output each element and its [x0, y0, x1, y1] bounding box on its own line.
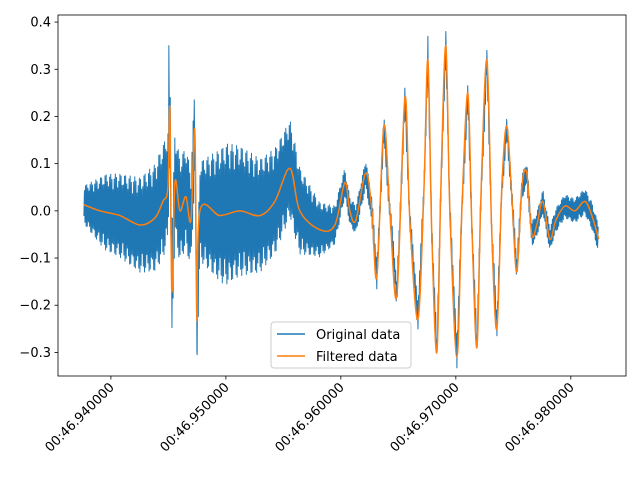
y-tick-label: 0.1	[30, 157, 51, 172]
legend: Original data Filtered data	[270, 321, 412, 369]
legend-box	[270, 321, 412, 369]
legend-label-original: Original data	[316, 328, 400, 343]
y-tick-label: 0.4	[30, 16, 51, 31]
y-tick-label: 0.0	[30, 204, 51, 219]
y-tick-label: 0.3	[30, 63, 51, 78]
series-filtered-data-line	[83, 44, 600, 358]
legend-label-filtered: Filtered data	[316, 350, 398, 365]
axes-frame	[57, 14, 627, 377]
plot-area	[83, 31, 600, 369]
y-tick-label: 0.2	[30, 110, 51, 125]
y-tick-label: −0.1	[19, 252, 51, 267]
y-tick-label: −0.3	[19, 346, 51, 361]
y-tick-label: −0.2	[19, 299, 51, 314]
